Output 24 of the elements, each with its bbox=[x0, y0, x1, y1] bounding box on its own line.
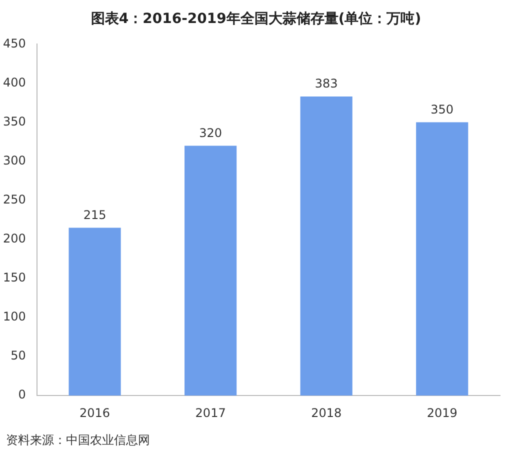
bar bbox=[68, 228, 121, 396]
x-tick-label: 2017 bbox=[195, 406, 226, 420]
data-label: 215 bbox=[83, 208, 106, 222]
x-tick-label: 2016 bbox=[80, 406, 110, 420]
y-tick-label: 350 bbox=[3, 114, 26, 128]
y-tick-label: 200 bbox=[3, 232, 26, 246]
data-label: 383 bbox=[314, 76, 338, 91]
y-tick-label: 150 bbox=[3, 270, 26, 285]
chart-title: 图表4：2016-2019年全国大蒜储存量(单位：万吨) bbox=[90, 10, 422, 29]
bar bbox=[184, 146, 237, 396]
y-tick-label: 250 bbox=[3, 192, 26, 207]
y-tick-label: 100 bbox=[3, 310, 26, 324]
x-tick-label: 2018 bbox=[311, 406, 342, 420]
x-tick-label: 2019 bbox=[426, 406, 458, 420]
y-tick-label: 50 bbox=[10, 348, 26, 363]
text: 资料来源：中国农业信息网 bbox=[6, 432, 151, 449]
y-tick-label: 400 bbox=[3, 75, 26, 90]
y-tick-label: 450 bbox=[3, 36, 26, 50]
bar bbox=[416, 122, 468, 396]
y-tick-label: 0 bbox=[18, 388, 26, 402]
data-label: 350 bbox=[430, 102, 454, 116]
bar bbox=[300, 96, 352, 396]
y-tick-label: 300 bbox=[3, 153, 26, 168]
data-label: 320 bbox=[199, 126, 222, 140]
